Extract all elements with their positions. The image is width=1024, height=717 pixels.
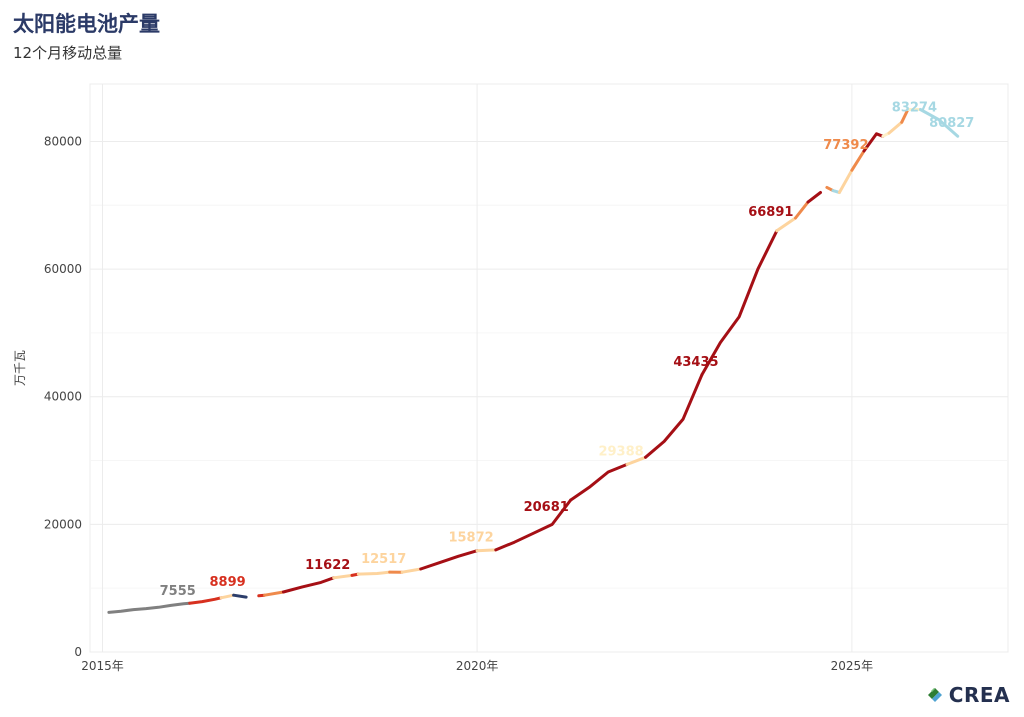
chart-subtitle: 12个月移动总量 <box>13 44 123 62</box>
y-axis-label: 万千瓦 <box>13 350 27 386</box>
data-label: 11622 <box>305 558 350 573</box>
y-tick-label: 20000 <box>44 517 82 531</box>
axes: 0 20000 40000 60000 80000 2015年 2020年 2025年 <box>44 134 873 673</box>
data-label: 8899 <box>210 575 246 590</box>
series-segment <box>625 455 647 466</box>
y-tick-label: 80000 <box>44 134 82 148</box>
series-line <box>107 108 960 614</box>
data-labels: 7555 8899 11622 12517 15872 20681 29388 43435 66… <box>160 101 975 599</box>
series-segment <box>837 168 854 194</box>
series-segment <box>419 549 479 571</box>
data-label: 7555 <box>160 584 196 599</box>
series-segment <box>107 601 192 614</box>
y-tick-label: 0 <box>74 645 82 659</box>
series-segment <box>806 191 822 204</box>
data-label: 77392 <box>823 138 868 153</box>
x-tick-label: 2020年 <box>456 659 499 673</box>
plot-frame <box>89 83 1009 653</box>
series-segment <box>794 200 810 220</box>
series-segment <box>475 548 498 553</box>
data-label: 83274 <box>892 101 937 116</box>
series-segment <box>644 373 704 459</box>
series-segment <box>332 573 354 580</box>
series-segment <box>232 593 248 599</box>
series-segment <box>569 462 629 502</box>
data-label: 12517 <box>361 552 406 567</box>
data-label: 43435 <box>673 355 718 370</box>
x-tick-label: 2025年 <box>831 659 874 673</box>
series-segment <box>356 570 392 576</box>
series-segment <box>775 216 797 233</box>
series-segment <box>900 108 910 124</box>
data-label: 29388 <box>598 444 643 459</box>
series-segment <box>700 229 779 377</box>
y-tick-label: 60000 <box>44 262 82 276</box>
series-segment <box>400 567 423 574</box>
data-label: 80827 <box>929 116 974 131</box>
grid <box>89 83 1009 653</box>
crea-logo: CREA <box>925 683 1010 707</box>
series-segment <box>850 149 866 172</box>
chart-title: 太阳能电池产量 <box>13 12 160 36</box>
series-segment <box>219 593 236 600</box>
series-segment <box>887 120 904 135</box>
data-label: 15872 <box>448 531 493 546</box>
crea-logo-icon <box>927 688 942 702</box>
series-segment <box>918 108 960 138</box>
data-label: 66891 <box>748 205 793 220</box>
y-tick-label: 40000 <box>44 390 82 404</box>
series-segment <box>281 576 336 594</box>
series-segment <box>188 596 223 605</box>
crea-logo-text: CREA <box>948 683 1010 707</box>
data-label: 20681 <box>524 500 569 515</box>
series-segment <box>263 590 285 597</box>
series-segment <box>494 498 573 552</box>
series-segment <box>862 132 885 153</box>
x-tick-label: 2015年 <box>81 659 124 673</box>
